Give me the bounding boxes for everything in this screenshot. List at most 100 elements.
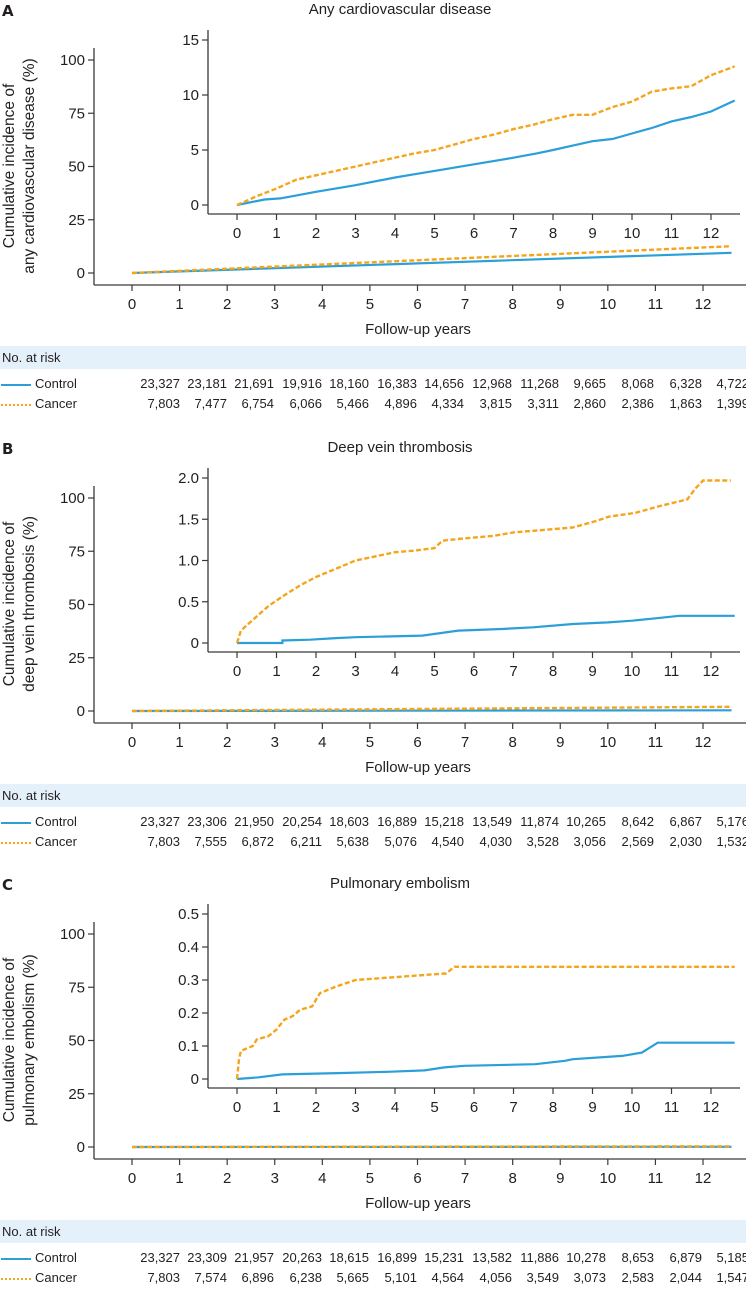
- inset-x-tick-label: 2: [312, 225, 320, 242]
- y-axis-label-line: any cardiovascular disease (%): [21, 58, 38, 273]
- main-x-tick-label: 11: [648, 734, 664, 751]
- inset-series-cancer: [237, 66, 735, 205]
- legend-line-control: [1, 1258, 31, 1260]
- main-x-tick-label: 2: [223, 296, 231, 313]
- risk-row-label: Cancer: [35, 833, 77, 851]
- main-x-tick-label: 9: [556, 296, 564, 313]
- risk-value: 1,532: [689, 833, 746, 851]
- inset-x-tick-label: 8: [549, 1099, 557, 1116]
- inset-series-control: [237, 1043, 735, 1079]
- main-y-tick-label: 0: [77, 1139, 85, 1156]
- inset-x-tick-label: 2: [312, 1099, 320, 1116]
- main-x-tick-label: 6: [413, 734, 421, 751]
- main-x-tick-label: 7: [461, 1170, 469, 1187]
- main-series-cancer: [132, 246, 732, 273]
- risk-row-label: Control: [35, 375, 77, 393]
- inset-x-tick-label: 1: [272, 663, 280, 680]
- inset-y-tick-label: 0.5: [178, 594, 199, 611]
- main-x-tick-label: 4: [318, 1170, 326, 1187]
- legend-line-control: [1, 384, 31, 386]
- main-y-tick-label: 50: [68, 597, 85, 614]
- main-series-control: [132, 710, 732, 711]
- legend-line-cancer: [1, 404, 31, 406]
- inset-x-tick-label: 4: [391, 1099, 399, 1116]
- risk-table-header: No. at risk: [0, 1220, 746, 1243]
- inset-x-tick-label: 11: [664, 225, 680, 242]
- risk-row-label: Cancer: [35, 395, 77, 413]
- main-x-tick-label: 9: [556, 734, 564, 751]
- inset-x-tick-label: 1: [272, 225, 280, 242]
- main-x-tick-label: 4: [318, 734, 326, 751]
- main-x-tick-label: 10: [599, 1170, 616, 1187]
- risk-value: 1,399: [689, 395, 746, 413]
- legend-line-cancer: [1, 842, 31, 844]
- inset-x-tick-label: 7: [509, 225, 517, 242]
- main-x-tick-label: 3: [271, 1170, 279, 1187]
- inset-x-tick-label: 7: [509, 663, 517, 680]
- main-x-tick-label: 12: [695, 1170, 712, 1187]
- main-x-tick-label: 3: [271, 734, 279, 751]
- main-x-tick-label: 6: [413, 296, 421, 313]
- main-y-tick-label: 0: [77, 703, 85, 720]
- inset-x-tick-label: 10: [624, 663, 641, 680]
- main-y-tick-label: 75: [68, 543, 85, 560]
- inset-x-tick-label: 9: [588, 663, 596, 680]
- inset-x-tick-label: 6: [470, 663, 478, 680]
- inset-y-tick-label: 0: [191, 1071, 199, 1088]
- inset-y-tick-label: 15: [182, 32, 199, 49]
- inset-x-tick-label: 12: [703, 1099, 720, 1116]
- main-x-tick-label: 12: [695, 734, 712, 751]
- legend-line-control: [1, 822, 31, 824]
- inset-x-tick-label: 0: [233, 1099, 241, 1116]
- main-y-tick-label: 75: [68, 979, 85, 996]
- inset-y-tick-label: 0: [191, 635, 199, 652]
- inset-x-tick-label: 5: [430, 663, 438, 680]
- inset-x-tick-label: 12: [703, 663, 720, 680]
- main-y-tick-label: 25: [68, 212, 85, 229]
- inset-y-tick-label: 10: [182, 87, 199, 104]
- inset-y-tick-label: 1.5: [178, 511, 199, 528]
- y-axis-label-line: pulmonary embolism (%): [21, 954, 38, 1125]
- inset-x-tick-label: 9: [588, 225, 596, 242]
- main-x-tick-label: 8: [508, 734, 516, 751]
- main-x-tick-label: 7: [461, 296, 469, 313]
- main-y-tick-label: 50: [68, 159, 85, 176]
- inset-y-tick-label: 5: [191, 142, 199, 159]
- inset-y-tick-label: 0.2: [178, 1005, 199, 1022]
- main-x-tick-label: 3: [271, 296, 279, 313]
- inset-x-tick-label: 11: [664, 1099, 680, 1116]
- main-x-tick-label: 1: [175, 1170, 183, 1187]
- inset-x-tick-label: 3: [351, 225, 359, 242]
- main-y-tick-label: 100: [60, 52, 85, 69]
- inset-x-tick-label: 8: [549, 663, 557, 680]
- main-x-tick-label: 8: [508, 296, 516, 313]
- main-y-tick-label: 100: [60, 490, 85, 507]
- main-x-tick-label: 2: [223, 1170, 231, 1187]
- x-axis-label: Follow-up years: [365, 321, 471, 338]
- inset-y-tick-label: 1.0: [178, 553, 199, 570]
- risk-value: 5,185: [689, 1249, 746, 1267]
- inset-y-tick-label: 0: [191, 197, 199, 214]
- main-x-tick-label: 10: [599, 296, 616, 313]
- y-axis-label-line: deep vein thrombosis (%): [21, 516, 38, 692]
- inset-y-tick-label: 0.1: [178, 1038, 199, 1055]
- main-x-tick-label: 0: [128, 296, 136, 313]
- risk-table-header: No. at risk: [0, 784, 746, 807]
- inset-x-tick-label: 5: [430, 1099, 438, 1116]
- main-y-tick-label: 25: [68, 1086, 85, 1103]
- main-x-tick-label: 11: [648, 1170, 664, 1187]
- main-y-tick-label: 75: [68, 105, 85, 122]
